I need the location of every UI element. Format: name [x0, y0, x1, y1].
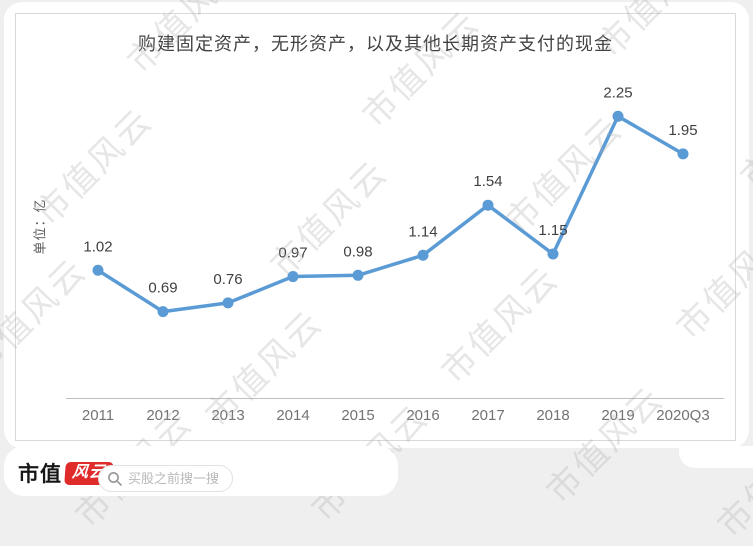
search-box[interactable] [98, 465, 233, 492]
x-tick-label: 2012 [146, 407, 179, 424]
chart-card: 购建固定资产，无形资产，以及其他长期资产支付的现金 单位：亿 1.02 2011 0… [4, 2, 749, 448]
x-tick-label: 2017 [471, 407, 504, 424]
brand-text: 市值 [18, 463, 62, 486]
data-label: 2.25 [603, 84, 632, 101]
data-point [677, 148, 689, 160]
data-point [482, 199, 494, 211]
data-label: 1.15 [538, 222, 567, 239]
footer-bar: 市值 风云 [4, 446, 398, 496]
data-label: 0.98 [343, 243, 372, 260]
data-label: 1.95 [668, 122, 697, 139]
x-tick-label: 2015 [341, 407, 374, 424]
data-label: 0.69 [148, 280, 177, 297]
series-line [96, 114, 685, 314]
data-point [352, 269, 364, 281]
line-chart: 1.02 2011 0.69 2012 0.76 2013 0.97 2014 0.98 2015… [66, 84, 724, 424]
data-point [157, 306, 169, 318]
x-tick-label: 2011 [82, 407, 114, 424]
x-tick-label: 2018 [536, 407, 569, 424]
data-point [222, 297, 234, 309]
data-point [417, 249, 429, 261]
search-icon [108, 471, 122, 486]
data-point [612, 110, 624, 122]
x-tick-label: 2014 [276, 407, 309, 424]
data-label: 1.54 [473, 173, 502, 190]
adjacent-card-corner [679, 446, 753, 468]
data-point [547, 248, 559, 260]
x-tick-label: 2020Q3 [656, 407, 709, 424]
x-tick-label: 2016 [406, 407, 439, 424]
x-tick-label: 2019 [601, 407, 634, 424]
data-point [92, 264, 104, 276]
chart-title: 购建固定资产，无形资产，以及其他长期资产支付的现金 [138, 34, 613, 54]
search-input[interactable] [128, 471, 224, 486]
data-label: 0.76 [213, 271, 242, 288]
chart-box: 购建固定资产，无形资产，以及其他长期资产支付的现金 单位：亿 1.02 2011 0… [15, 13, 736, 441]
data-point [287, 271, 299, 283]
x-tick-label: 2013 [211, 407, 244, 424]
data-label: 1.02 [83, 238, 112, 255]
brand-logo: 市值 风云 [18, 458, 114, 488]
data-label: 0.97 [278, 245, 307, 262]
data-label: 1.14 [408, 223, 437, 240]
